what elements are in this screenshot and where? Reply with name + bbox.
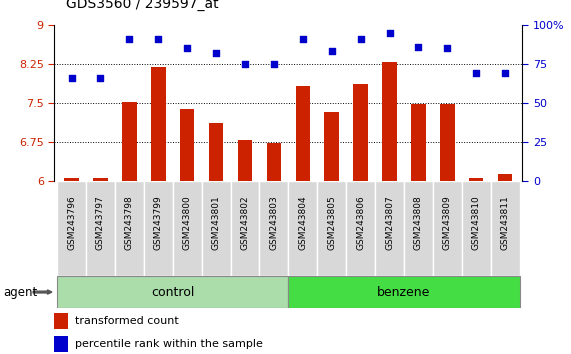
Bar <box>346 181 375 276</box>
Bar <box>433 181 462 276</box>
Bar <box>353 85 368 181</box>
Bar <box>296 86 310 181</box>
Text: percentile rank within the sample: percentile rank within the sample <box>75 339 263 349</box>
Bar <box>202 181 231 276</box>
Point <box>385 30 394 35</box>
Text: GSM243809: GSM243809 <box>443 195 452 250</box>
Text: GDS3560 / 239597_at: GDS3560 / 239597_at <box>66 0 218 11</box>
Bar <box>404 181 433 276</box>
Text: GSM243803: GSM243803 <box>270 195 279 250</box>
Bar <box>86 181 115 276</box>
Text: GSM243799: GSM243799 <box>154 195 163 250</box>
Bar <box>267 143 281 181</box>
Bar <box>115 181 144 276</box>
Bar <box>54 336 69 352</box>
Bar <box>65 178 79 181</box>
Text: GSM243797: GSM243797 <box>96 195 105 250</box>
Bar <box>173 181 202 276</box>
Text: GSM243801: GSM243801 <box>212 195 220 250</box>
Bar <box>383 62 397 181</box>
Text: GSM243808: GSM243808 <box>414 195 423 250</box>
Text: control: control <box>151 286 195 298</box>
Point <box>443 45 452 51</box>
Bar <box>440 104 455 181</box>
Text: GSM243810: GSM243810 <box>472 195 481 250</box>
Text: GSM243806: GSM243806 <box>356 195 365 250</box>
Text: GSM243807: GSM243807 <box>385 195 394 250</box>
Text: agent: agent <box>3 286 37 298</box>
Text: GSM243798: GSM243798 <box>125 195 134 250</box>
Bar <box>180 109 194 181</box>
Text: GSM243796: GSM243796 <box>67 195 76 250</box>
Bar <box>144 181 173 276</box>
Text: benzene: benzene <box>377 286 431 298</box>
Bar <box>462 181 490 276</box>
Text: GSM243804: GSM243804 <box>298 195 307 250</box>
Bar <box>288 181 317 276</box>
Point <box>472 70 481 76</box>
Point <box>270 61 279 67</box>
Bar <box>57 276 288 308</box>
Bar <box>288 276 520 308</box>
Bar <box>490 181 520 276</box>
Bar <box>231 181 259 276</box>
Bar <box>324 112 339 181</box>
Point <box>183 45 192 51</box>
Bar <box>411 104 425 181</box>
Bar <box>498 174 512 181</box>
Bar <box>375 181 404 276</box>
Bar <box>238 140 252 181</box>
Bar <box>469 178 484 181</box>
Bar <box>57 181 86 276</box>
Text: GSM243811: GSM243811 <box>501 195 510 250</box>
Bar <box>54 313 69 329</box>
Point <box>501 70 510 76</box>
Text: GSM243802: GSM243802 <box>240 195 250 250</box>
Text: transformed count: transformed count <box>75 316 179 326</box>
Point <box>125 36 134 42</box>
Point <box>356 36 365 42</box>
Text: GSM243805: GSM243805 <box>327 195 336 250</box>
Point <box>67 75 76 81</box>
Bar <box>151 67 166 181</box>
Bar <box>259 181 288 276</box>
Point <box>211 50 220 56</box>
Point <box>327 48 336 54</box>
Point <box>96 75 105 81</box>
Bar <box>317 181 346 276</box>
Point <box>414 44 423 50</box>
Point <box>154 36 163 42</box>
Bar <box>122 102 136 181</box>
Text: GSM243800: GSM243800 <box>183 195 192 250</box>
Point <box>240 61 250 67</box>
Bar <box>209 124 223 181</box>
Point <box>298 36 307 42</box>
Bar <box>93 178 108 181</box>
